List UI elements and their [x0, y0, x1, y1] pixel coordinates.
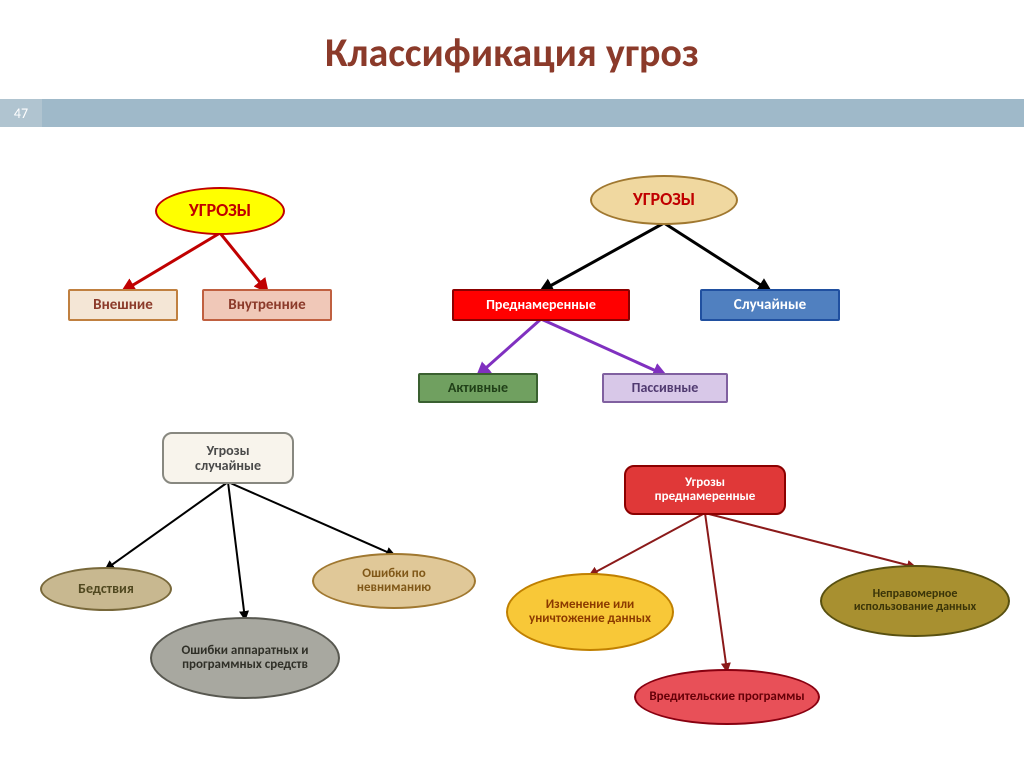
- header-blue-band: [42, 99, 1024, 127]
- edge-t1_root-t1_ext: [123, 233, 220, 291]
- node-t3_hw: Ошибки аппаратных и программных средств: [150, 617, 340, 699]
- node-t2_int: Преднамеренные: [452, 289, 630, 321]
- node-t2_rnd: Случайные: [700, 289, 840, 321]
- slide-title: Классификация угроз: [0, 0, 1024, 99]
- edge-t1_root-t1_int: [220, 233, 267, 291]
- node-t2_act: Активные: [418, 373, 538, 403]
- node-t4_mal: Вредительские программы: [634, 669, 820, 725]
- edge-t2_root-t2_int: [541, 223, 664, 291]
- edge-t3_root-t3_dis: [106, 482, 228, 569]
- edge-t2_root-t2_rnd: [664, 223, 770, 291]
- diagram-canvas: УГРОЗЫ Внешние Внутренние УГРОЗЫ Преднамерен…: [0, 127, 1024, 767]
- header-bar: 47: [0, 99, 1024, 127]
- node-t1_int: Внутренние: [202, 289, 332, 321]
- edge-t3_root-t3_car: [228, 482, 394, 555]
- node-t4_abu: Неправомерное использование данных: [820, 565, 1010, 637]
- edge-t4_root-t4_abu: [705, 513, 915, 567]
- node-t2_root: УГРОЗЫ: [590, 175, 738, 225]
- page-number: 47: [0, 99, 42, 127]
- node-t2_pas: Пассивные: [602, 373, 728, 403]
- edge-t4_root-t4_mod: [590, 513, 705, 575]
- node-t3_root: Угрозы случайные: [162, 432, 294, 484]
- edge-t2_int-t2_act: [478, 319, 541, 375]
- node-t1_ext: Внешние: [68, 289, 178, 321]
- edge-t2_int-t2_pas: [541, 319, 665, 375]
- node-t4_root: Угрозы преднамеренные: [624, 465, 786, 515]
- arrows-layer: [0, 127, 1024, 767]
- edge-t4_root-t4_mal: [705, 513, 727, 671]
- edge-t3_root-t3_hw: [228, 482, 245, 619]
- node-t3_car: Ошибки по невниманию: [312, 553, 476, 609]
- node-t3_dis: Бедствия: [40, 567, 172, 611]
- node-t4_mod: Изменение или уничтожение данных: [506, 573, 674, 651]
- node-t1_root: УГРОЗЫ: [155, 187, 285, 235]
